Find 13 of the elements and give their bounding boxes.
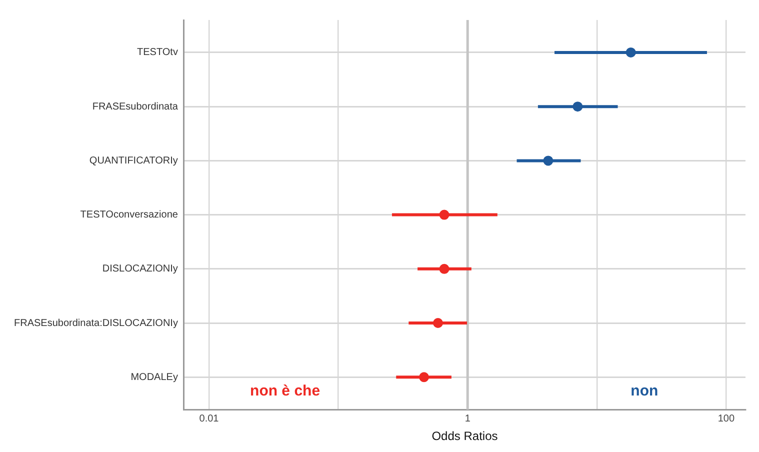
- y-tick-label: QUANTIFICATORIy: [89, 155, 178, 166]
- y-tick-label: FRASEsubordinata:DISLOCAZIONIy: [14, 318, 178, 329]
- x-tick-label: 0.01: [199, 413, 220, 424]
- x-tick-label: 1: [464, 413, 471, 424]
- y-tick-label: FRASEsubordinata: [92, 101, 178, 112]
- text: non: [630, 382, 658, 400]
- y-tick-label: TESTOconversazione: [80, 210, 178, 221]
- x-axis-title: Odds Ratios: [432, 429, 498, 444]
- y-tick-label: DISLOCAZIONIy: [102, 264, 178, 275]
- text: non è che: [250, 382, 320, 400]
- x-tick-label: 100: [718, 413, 735, 424]
- y-tick-label: TESTOtv: [137, 47, 178, 58]
- y-tick-label: MODALEy: [130, 372, 178, 383]
